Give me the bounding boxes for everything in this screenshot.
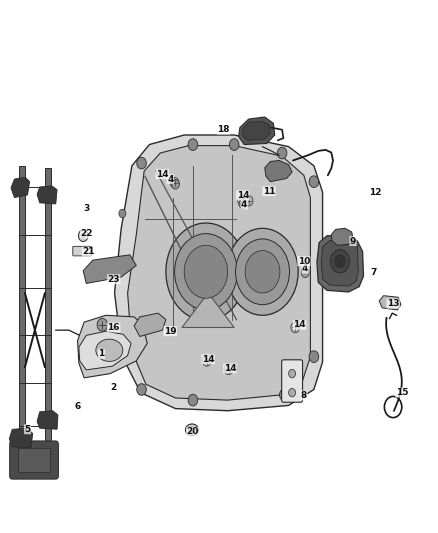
Text: 12: 12 [368, 188, 381, 197]
Circle shape [227, 228, 298, 316]
Text: 15: 15 [396, 388, 408, 397]
Polygon shape [134, 313, 166, 336]
Circle shape [236, 239, 290, 305]
Text: 13: 13 [387, 299, 399, 308]
Circle shape [301, 268, 309, 278]
Text: 14: 14 [156, 169, 169, 179]
Polygon shape [321, 240, 358, 286]
Text: 10: 10 [298, 257, 310, 265]
Polygon shape [9, 428, 33, 448]
Circle shape [309, 351, 319, 362]
Circle shape [137, 384, 146, 395]
Polygon shape [242, 121, 270, 140]
FancyBboxPatch shape [10, 441, 58, 479]
Circle shape [289, 369, 296, 378]
Circle shape [175, 233, 237, 310]
Text: 19: 19 [164, 327, 177, 336]
Circle shape [184, 245, 228, 298]
Text: 2: 2 [110, 383, 117, 392]
Circle shape [245, 251, 280, 293]
Text: 4: 4 [167, 174, 173, 183]
Polygon shape [11, 177, 30, 198]
Circle shape [335, 255, 345, 268]
Circle shape [279, 389, 289, 401]
Text: 21: 21 [82, 247, 95, 256]
Circle shape [277, 147, 287, 159]
Polygon shape [83, 255, 136, 284]
Text: 4: 4 [302, 264, 308, 273]
Circle shape [81, 233, 85, 238]
FancyBboxPatch shape [282, 360, 303, 402]
Text: 7: 7 [370, 268, 377, 277]
Polygon shape [265, 160, 292, 182]
Polygon shape [37, 411, 58, 429]
Circle shape [238, 196, 247, 206]
Circle shape [97, 318, 108, 331]
Ellipse shape [185, 424, 198, 435]
Circle shape [137, 157, 146, 169]
Circle shape [188, 394, 198, 406]
Text: 5: 5 [25, 425, 31, 434]
Text: 16: 16 [107, 323, 120, 332]
Polygon shape [78, 316, 147, 378]
Text: 14: 14 [223, 364, 236, 373]
Text: 22: 22 [81, 229, 93, 238]
Circle shape [309, 176, 319, 188]
Polygon shape [37, 186, 57, 204]
Text: 14: 14 [237, 191, 249, 200]
Text: 8: 8 [301, 391, 307, 400]
Polygon shape [127, 146, 311, 400]
Circle shape [291, 322, 300, 333]
Circle shape [330, 249, 350, 273]
Bar [18, 448, 50, 472]
Circle shape [289, 389, 296, 397]
Bar [45, 168, 51, 449]
Circle shape [188, 139, 198, 150]
Ellipse shape [188, 427, 195, 432]
Circle shape [119, 209, 126, 217]
Text: 14: 14 [293, 320, 306, 329]
Ellipse shape [96, 339, 123, 361]
Circle shape [166, 223, 246, 320]
Circle shape [244, 196, 253, 206]
Text: 23: 23 [107, 274, 120, 284]
Circle shape [78, 230, 88, 241]
Polygon shape [331, 228, 353, 245]
Text: 4: 4 [241, 200, 247, 209]
Polygon shape [239, 117, 275, 144]
Polygon shape [317, 236, 364, 292]
Text: 20: 20 [187, 427, 199, 437]
Circle shape [230, 139, 239, 150]
Circle shape [224, 364, 233, 375]
Text: 1: 1 [99, 350, 105, 359]
Circle shape [239, 199, 247, 209]
Circle shape [172, 180, 180, 189]
Bar [19, 166, 25, 463]
Text: 3: 3 [83, 204, 89, 213]
FancyBboxPatch shape [73, 246, 92, 256]
Text: 18: 18 [217, 125, 230, 134]
Circle shape [170, 177, 179, 188]
Text: 14: 14 [202, 355, 215, 364]
Polygon shape [182, 293, 234, 327]
Polygon shape [379, 296, 401, 310]
Text: 9: 9 [350, 237, 356, 246]
Polygon shape [115, 135, 322, 411]
Text: 6: 6 [74, 402, 81, 411]
Text: 11: 11 [263, 187, 276, 196]
Polygon shape [79, 331, 131, 370]
Circle shape [202, 356, 211, 366]
